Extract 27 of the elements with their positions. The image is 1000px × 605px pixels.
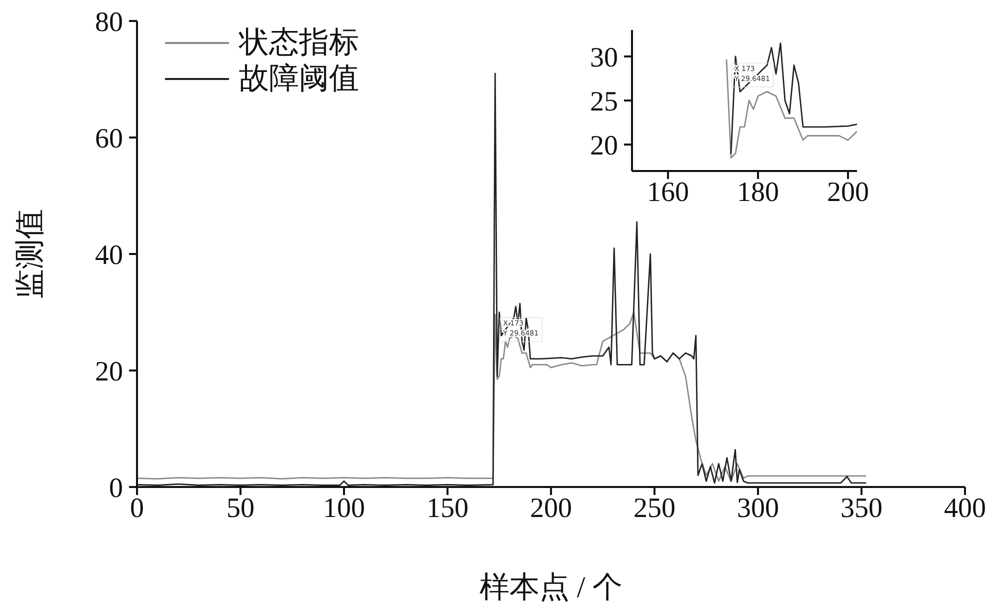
y-tick-label: 40 [95,240,123,271]
x-tick-label: 200 [827,176,869,208]
x-tick-label: 160 [647,176,689,208]
y-tick-label: 0 [109,472,123,504]
x-tick-label: 0 [130,492,144,524]
x-axis-title: 样本点 / 个 [479,571,623,604]
y-tick-label: 20 [95,356,123,388]
y-axis-title: 监测值 [14,209,46,299]
x-tick-label: 250 [634,492,676,524]
legend-label: 状态指标 [239,25,359,61]
x-tick-label: 350 [840,492,882,524]
x-tick-label: 300 [737,492,779,524]
y-tick-label: 80 [95,6,123,38]
x-tick-label: 100 [323,492,365,524]
y-tick-label: 30 [590,42,618,74]
y-tick-label: 60 [95,123,123,154]
legend-label: 故障阈值 [239,61,359,97]
x-tick-label: 150 [426,492,468,524]
x-tick-label: 180 [737,176,779,208]
x-tick-label: 200 [530,492,572,524]
line-series [726,59,857,158]
line-series [137,312,866,482]
y-tick-label: 20 [590,130,618,162]
y-tick-label: 25 [590,86,618,118]
line-series [730,42,857,154]
x-tick-label: 400 [944,492,986,524]
x-tick-label: 50 [226,492,254,524]
